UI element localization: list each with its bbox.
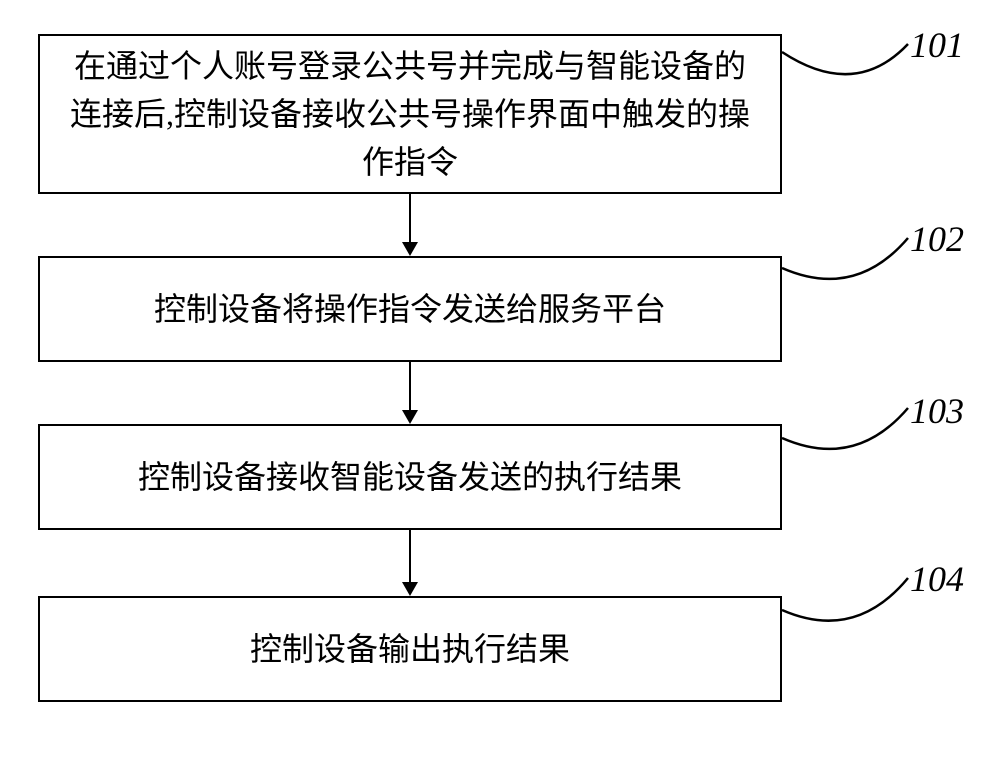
step-label-101: 101: [910, 24, 964, 66]
flow-step-2-text: 控制设备将操作指令发送给服务平台: [154, 285, 666, 333]
flow-step-3: 控制设备接收智能设备发送的执行结果: [38, 424, 782, 530]
step-label-103: 103: [910, 390, 964, 432]
arrow-3-4: [398, 530, 422, 596]
flow-step-4: 控制设备输出执行结果: [38, 596, 782, 702]
flow-step-3-text: 控制设备接收智能设备发送的执行结果: [138, 453, 682, 501]
arrow-1-2: [398, 194, 422, 256]
step-label-104: 104: [910, 558, 964, 600]
flow-step-2: 控制设备将操作指令发送给服务平台: [38, 256, 782, 362]
flow-step-1-text: 在通过个人账号登录公共号并完成与智能设备的连接后,控制设备接收公共号操作界面中触…: [60, 42, 760, 186]
flow-step-1: 在通过个人账号登录公共号并完成与智能设备的连接后,控制设备接收公共号操作界面中触…: [38, 34, 782, 194]
step-label-102: 102: [910, 218, 964, 260]
flow-step-4-text: 控制设备输出执行结果: [250, 625, 570, 673]
arrow-2-3: [398, 362, 422, 424]
